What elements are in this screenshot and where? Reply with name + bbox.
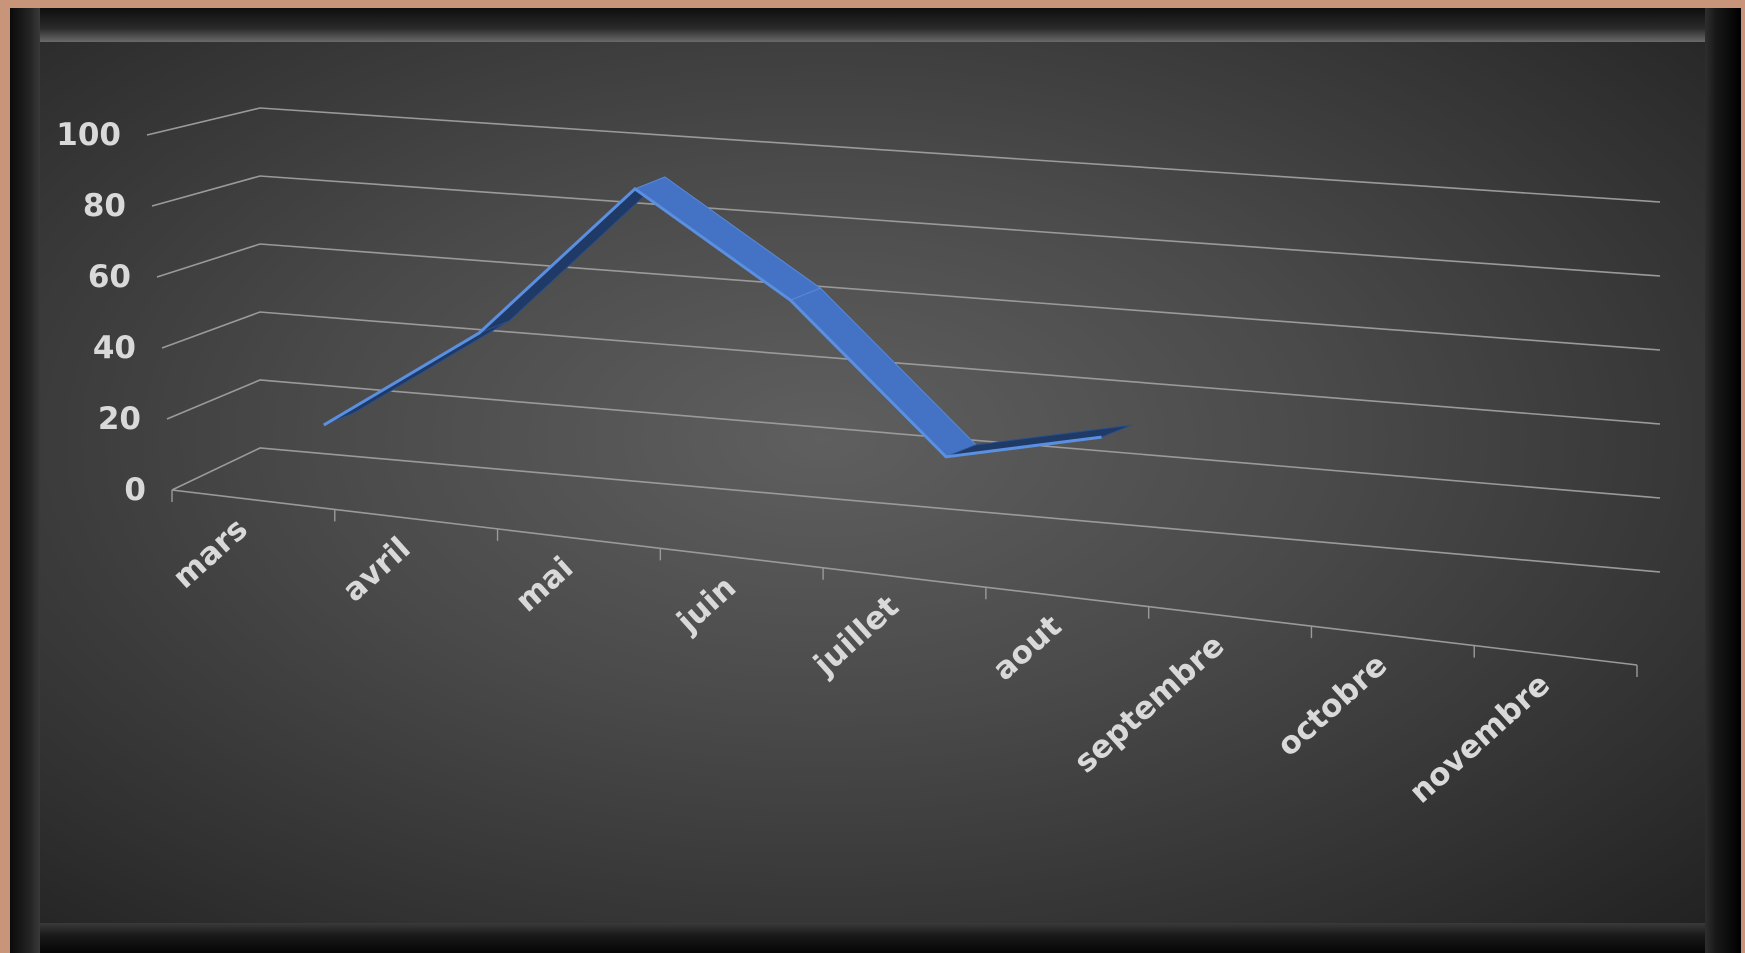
gridline [151, 175, 1661, 277]
x-axis-ticks [171, 490, 1638, 677]
y-axis-tick-labels: 0 20 40 60 80 100 [56, 117, 146, 508]
frame-bevel-top [10, 8, 1741, 42]
x-tick-label: mars [166, 511, 255, 596]
gridline [156, 243, 1661, 351]
gridline [146, 107, 1661, 203]
x-tick-label: avril [336, 530, 418, 609]
gridline [171, 447, 1661, 573]
series-segment [633, 176, 822, 301]
x-tick-label: octobre [1270, 647, 1394, 764]
x-axis-line [171, 489, 1638, 666]
y-tick-label: 0 [124, 472, 146, 508]
y-tick-label: 20 [98, 401, 141, 437]
series-segment [478, 176, 666, 334]
series-line [323, 186, 1102, 459]
frame-bevel-bottom [10, 923, 1741, 953]
y-tick-label: 60 [88, 259, 131, 295]
frame-bevel-right [1705, 8, 1741, 953]
x-tick-label: novembre [1403, 666, 1557, 810]
y-tick-label: 100 [56, 117, 121, 153]
y-tick-label: 40 [93, 330, 136, 366]
x-tick-label: juillet [806, 589, 906, 684]
x-tick-label: mai [509, 550, 581, 619]
gridline [166, 379, 1661, 499]
x-tick-label: juin [669, 569, 743, 641]
plot-area-background [40, 42, 1705, 923]
series-segment [789, 287, 977, 458]
y-tick-label: 80 [83, 188, 126, 224]
x-tick-label: septembre [1067, 628, 1231, 781]
gridline [161, 311, 1661, 425]
gridlines [146, 107, 1661, 666]
frame-bevel-left [10, 8, 40, 953]
x-tick-label: aout [986, 608, 1069, 688]
series-ribbon [323, 176, 1132, 459]
